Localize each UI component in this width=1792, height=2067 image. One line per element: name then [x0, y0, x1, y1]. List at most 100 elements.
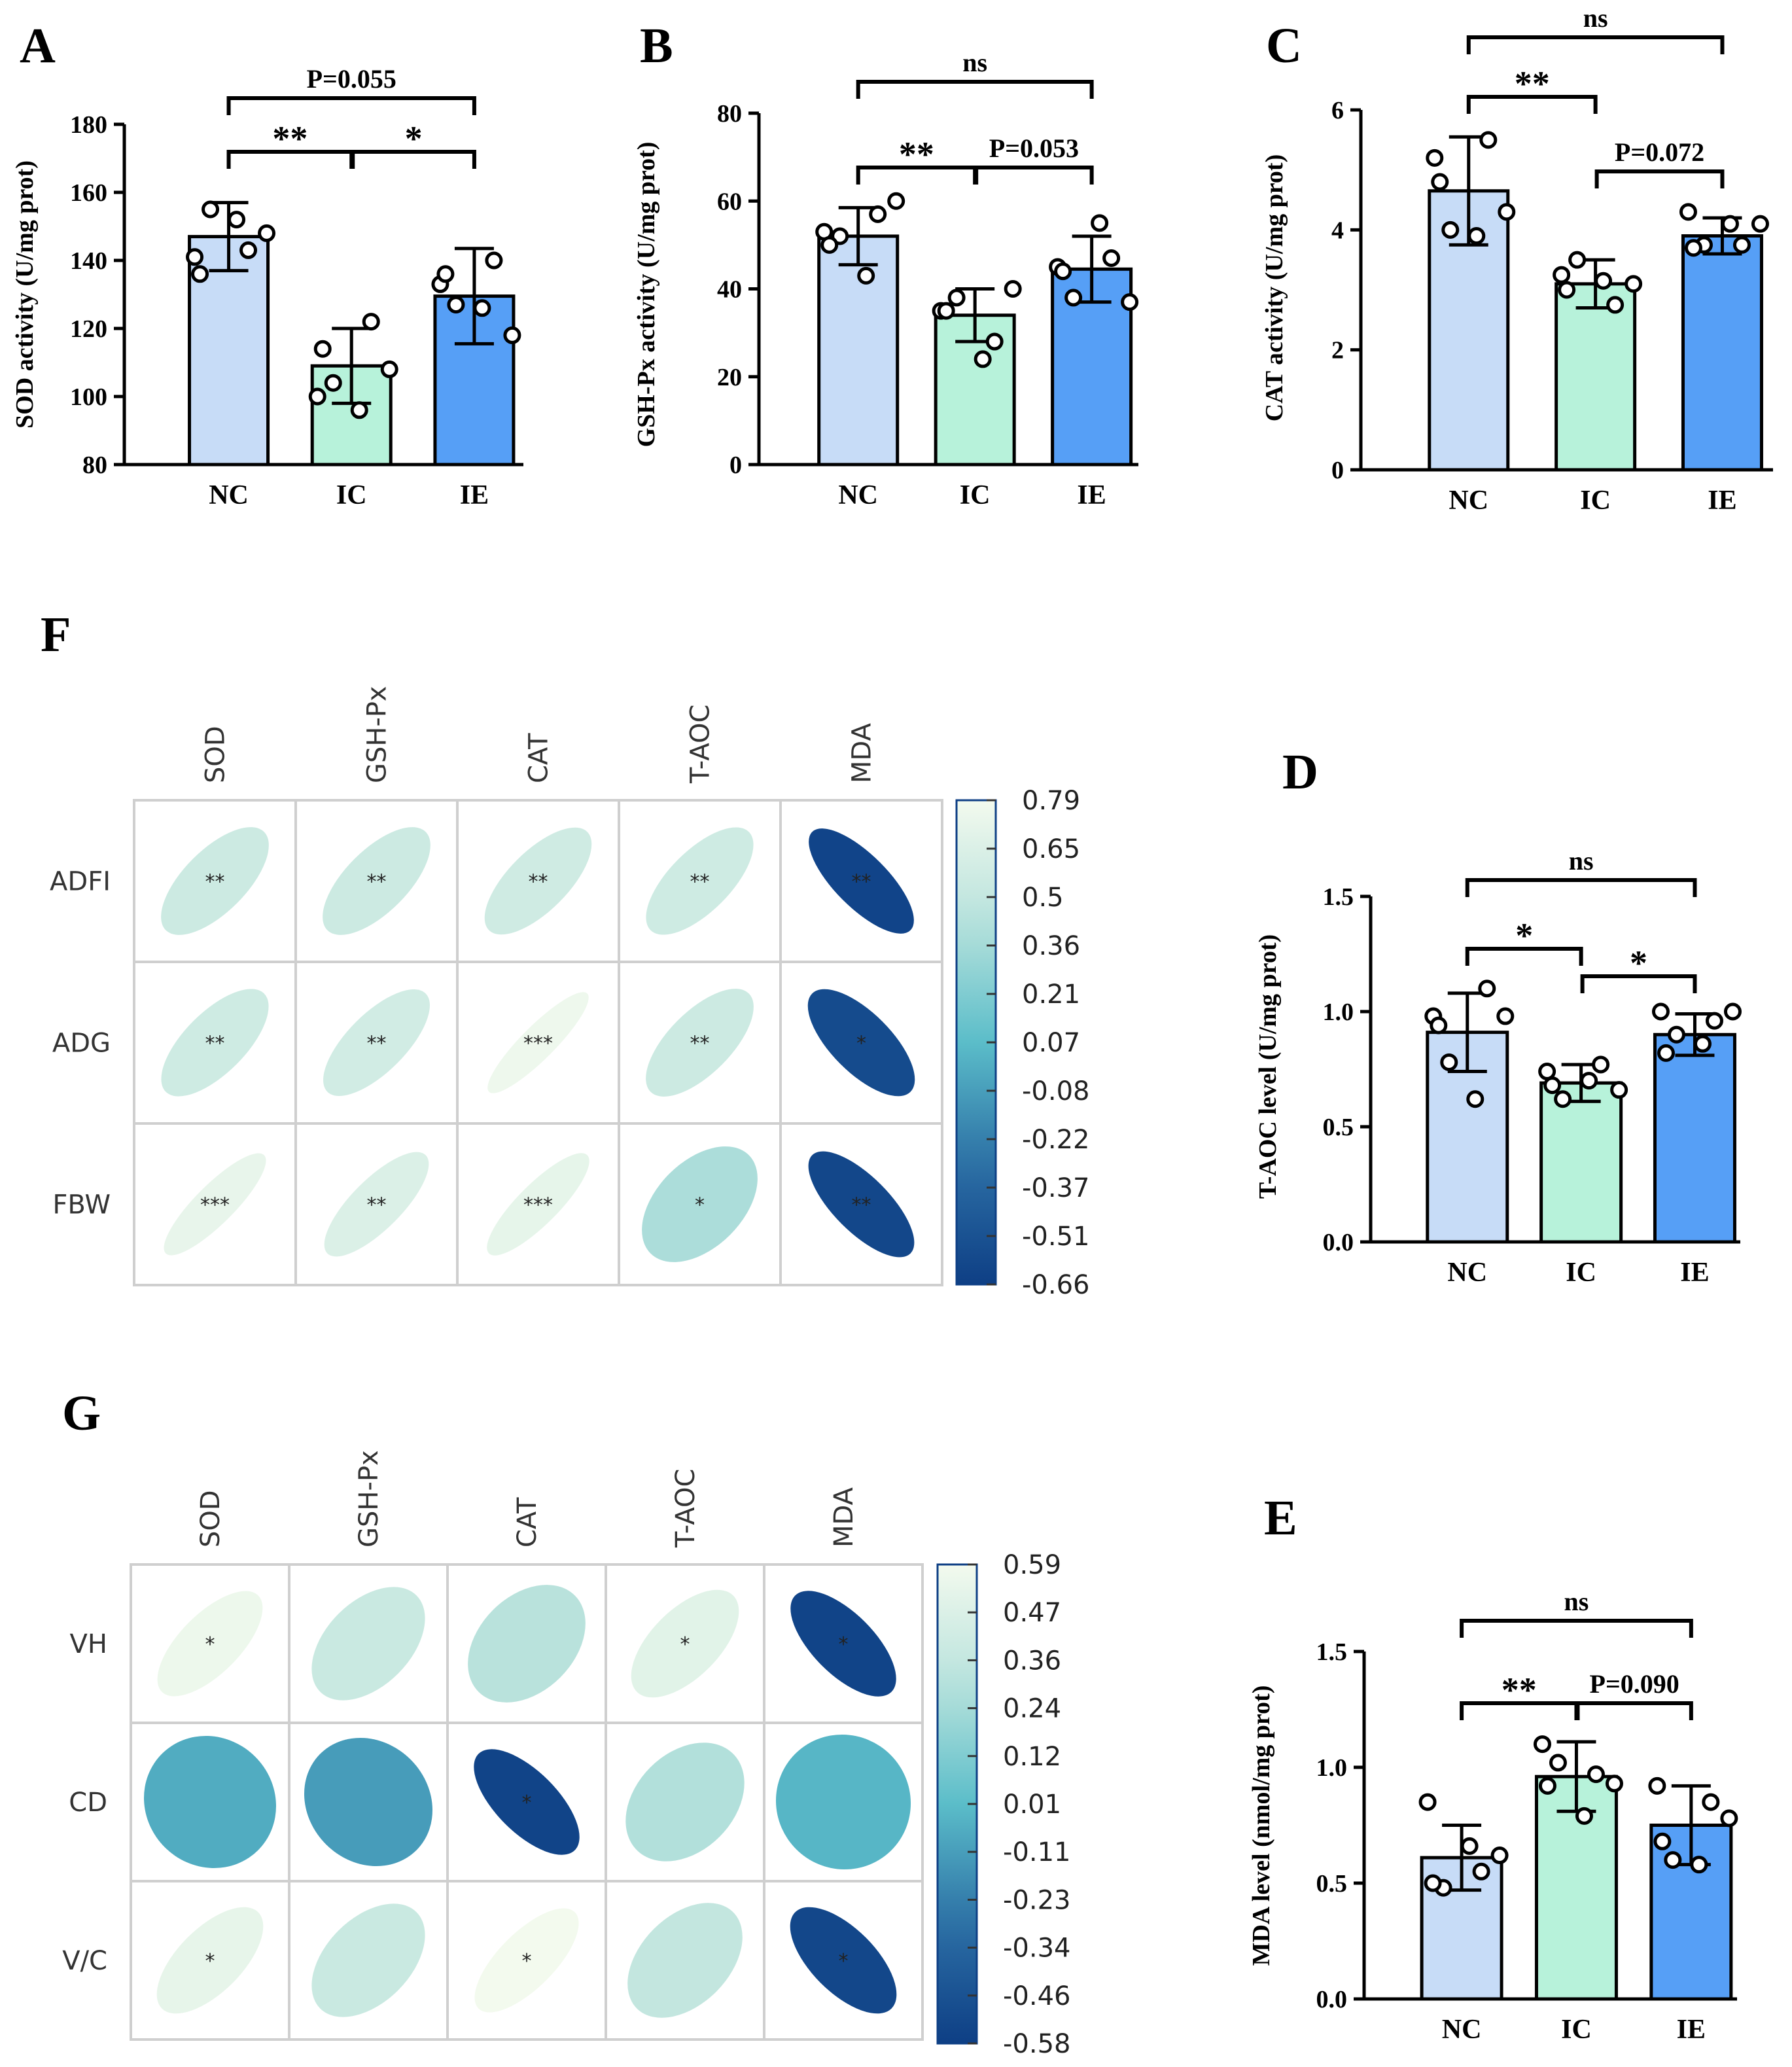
colorbar-tick-label: -0.22	[1022, 1125, 1090, 1155]
x-category-label: NC	[1449, 486, 1488, 516]
column-label: SOD	[201, 726, 231, 783]
y-tick-label: 1.5	[1323, 883, 1354, 911]
data-point	[1478, 980, 1496, 998]
panel-c-cat-chart: C 0 2 4 6 CAT activity (U/mg prot) NC IC IE ** P=0…	[1261, 3, 1773, 516]
y-axis-label: MDA level (nmol/mg prot)	[1248, 1686, 1275, 1966]
colorbar	[955, 799, 997, 1286]
panel-g-correlation-heatmap: G SOD GSH-Px CAT T-AOC MDA VH CD V/C * * * * * * * 0.59 0…	[62, 1386, 1071, 2059]
data-point	[1667, 1025, 1685, 1044]
x-category-label: IC	[1580, 486, 1611, 516]
row-label: V/C	[62, 1946, 107, 1976]
data-point	[1490, 1846, 1509, 1865]
data-point	[1430, 1016, 1448, 1034]
significance-marker: **	[367, 1194, 387, 1217]
significance-marker: *	[839, 1633, 849, 1656]
colorbar-tick-label: -0.46	[1003, 1981, 1071, 2011]
colorbar-tick-label: 0.65	[1022, 834, 1080, 864]
data-point	[503, 326, 521, 344]
colorbar-tick-label: -0.08	[1022, 1076, 1090, 1106]
significance-marker: **	[852, 1194, 871, 1217]
data-point	[186, 248, 204, 266]
x-category-label: IE	[1708, 486, 1736, 516]
y-tick-label: 0.5	[1316, 1870, 1348, 1898]
data-point	[857, 266, 875, 285]
significance-bracket	[856, 80, 1094, 99]
column-label: GSH-Px	[354, 1450, 384, 1547]
bar-ie	[433, 294, 516, 467]
significance-marker: *	[205, 1633, 215, 1656]
colorbar-tick-label: 0.12	[1003, 1742, 1061, 1772]
correlation-ellipse	[807, 989, 915, 1097]
colorbar-tick-label: -0.66	[1022, 1270, 1090, 1300]
correlation-ellipse	[646, 989, 754, 1097]
significance-bracket	[1594, 169, 1725, 188]
data-point	[1594, 272, 1613, 290]
y-axis-label: GSH-Px activity (U/mg prot)	[633, 142, 660, 448]
data-point	[1121, 293, 1139, 311]
data-point	[1424, 1874, 1442, 1892]
y-tick-label: 4	[1331, 217, 1344, 244]
bar-ic	[1539, 1081, 1623, 1244]
data-point	[1705, 1012, 1723, 1030]
correlation-ellipse	[809, 828, 914, 934]
data-point	[1721, 215, 1739, 233]
data-point	[1440, 1053, 1458, 1071]
y-tick-label: 0.5	[1323, 1114, 1354, 1141]
bar-ie	[1653, 1033, 1736, 1244]
significance-label: *	[1515, 916, 1533, 955]
bar-nc	[188, 235, 270, 467]
data-point	[1592, 1055, 1610, 1074]
significance-label: P=0.090	[1590, 1669, 1679, 1699]
data-point	[308, 387, 326, 406]
colorbar-tick-label: -0.58	[1003, 2029, 1071, 2059]
data-point	[1587, 1765, 1605, 1784]
panel-a-sod-chart: A 80 100 120 140 160 180 SOD activity (U/mg pro…	[11, 18, 523, 510]
significance-marker: **	[852, 871, 871, 894]
x-category-label: IE	[1677, 2015, 1706, 2045]
data-point	[1004, 280, 1022, 298]
correlation-ellipse	[790, 1591, 896, 1697]
data-point	[1466, 1090, 1485, 1108]
bar-ie	[1681, 234, 1763, 472]
correlation-ellipse	[157, 1591, 263, 1697]
significance-marker: **	[205, 1033, 225, 1055]
data-point	[313, 340, 332, 358]
correlation-ellipse	[311, 1903, 425, 2017]
correlation-ellipse	[642, 1146, 758, 1262]
column-label: CAT	[524, 733, 554, 783]
data-point	[228, 211, 246, 229]
correlation-ellipse	[790, 1907, 897, 2014]
significance-bracket	[1580, 974, 1697, 993]
data-point	[1543, 1076, 1562, 1095]
significance-bracket	[1465, 947, 1583, 966]
significance-marker: ***	[200, 1194, 230, 1217]
data-point	[1702, 1793, 1720, 1811]
row-label: ADFI	[50, 867, 111, 897]
data-point	[202, 200, 220, 219]
colorbar-tick-label: 0.21	[1022, 980, 1080, 1010]
significance-label: ns	[1569, 846, 1594, 875]
y-axis-label: CAT activity (U/mg prot)	[1261, 154, 1288, 421]
correlation-ellipse	[161, 827, 269, 935]
significance-marker: *	[522, 1950, 532, 1973]
significance-label: ns	[962, 48, 987, 77]
data-point	[258, 224, 276, 242]
colorbar-tick-label: 0.36	[1022, 931, 1080, 961]
x-category-label: IE	[1680, 1258, 1709, 1288]
colorbar-tick-label: 0.5	[1022, 883, 1064, 913]
significance-marker: *	[205, 1950, 215, 1973]
data-point	[1664, 1851, 1682, 1869]
correlation-ellipse	[161, 989, 269, 1097]
significance-marker: **	[690, 1033, 710, 1055]
panel-label: G	[62, 1386, 101, 1441]
data-point	[1054, 262, 1072, 281]
data-point	[1690, 1856, 1708, 1874]
y-tick-label: 1.5	[1316, 1638, 1348, 1666]
data-point	[1657, 1044, 1675, 1062]
column-label: GSH-Px	[362, 686, 393, 783]
correlation-ellipse	[775, 1734, 911, 1870]
data-point	[1496, 1007, 1515, 1025]
colorbar-tick-label: -0.37	[1022, 1173, 1090, 1203]
colorbar-tick-label: 0.01	[1003, 1790, 1061, 1820]
